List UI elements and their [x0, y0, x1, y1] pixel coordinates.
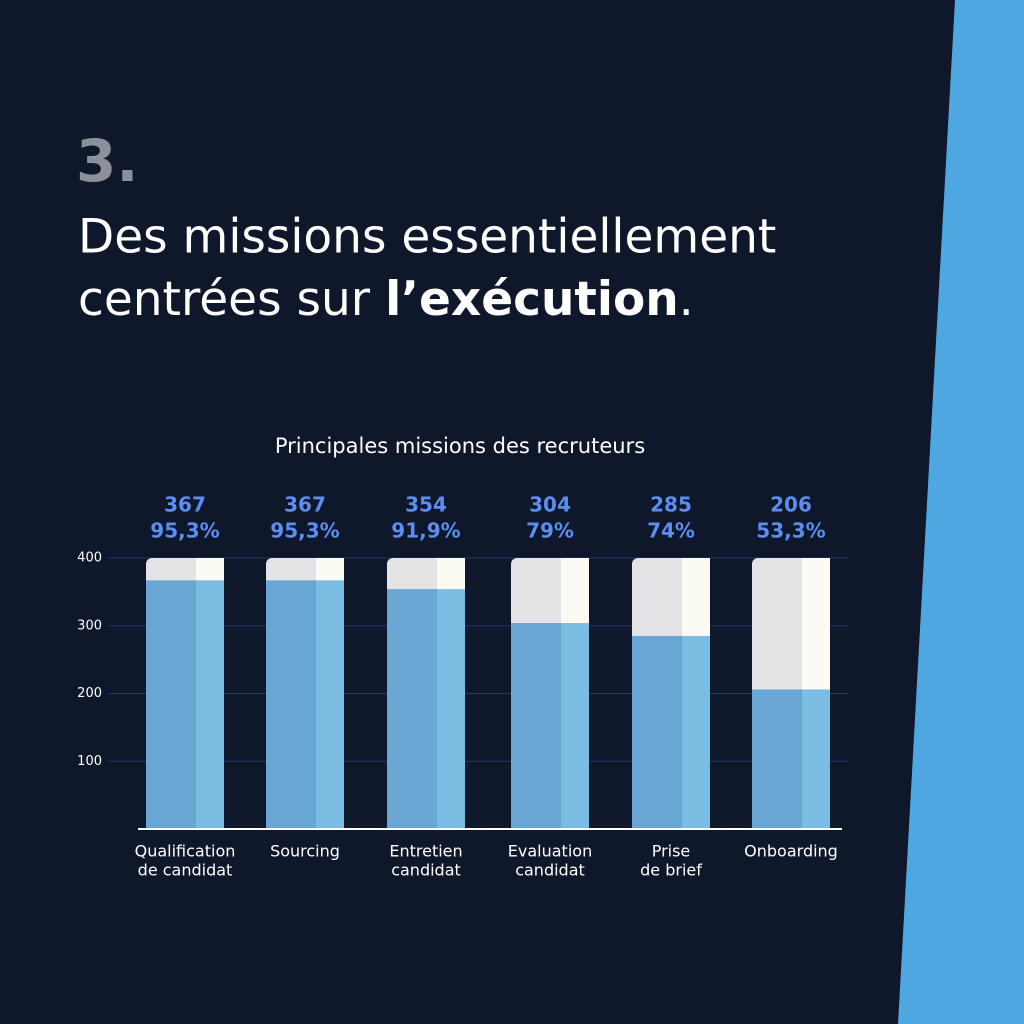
bar-part	[632, 635, 682, 829]
bar-part	[266, 580, 316, 829]
headline-part: centrées sur	[78, 272, 385, 327]
value-label: 304	[529, 493, 571, 517]
x-tick-label: Onboarding	[744, 842, 838, 861]
share-label: 91,9%	[391, 519, 460, 543]
x-tick-label: Entretien	[389, 842, 462, 861]
y-tick-label: 300	[77, 618, 102, 633]
value-label: 285	[650, 493, 692, 517]
bar	[511, 623, 589, 829]
bar	[266, 580, 344, 829]
bar-part	[752, 689, 802, 829]
bar-part	[146, 580, 196, 829]
value-label: 367	[284, 493, 326, 517]
x-tick-label: de brief	[640, 861, 702, 880]
share-label: 95,3%	[150, 519, 219, 543]
bar-part	[682, 635, 710, 829]
bar	[387, 589, 465, 829]
bar	[632, 635, 710, 829]
bar-part	[196, 580, 224, 829]
accent-band	[898, 0, 1024, 1024]
x-tick-label: Sourcing	[270, 842, 340, 861]
y-tick-label: 200	[77, 686, 102, 701]
bar-part	[802, 689, 830, 829]
chart-title: Principales missions des recruteurs	[275, 434, 645, 458]
bar-part	[387, 589, 437, 829]
x-tick-label: de candidat	[138, 861, 233, 880]
bar-part	[316, 580, 344, 829]
x-tick-label: Evaluation	[508, 842, 592, 861]
y-tick-label: 100	[77, 754, 102, 769]
y-tick-label: 400	[77, 551, 102, 566]
share-label: 74%	[647, 519, 695, 543]
value-label: 354	[405, 493, 447, 517]
bar	[752, 689, 830, 829]
headline: Des missions essentiellement	[78, 210, 776, 265]
section-number: 3.	[76, 127, 138, 195]
headline-part: .	[679, 272, 694, 327]
bar	[146, 580, 224, 829]
value-label: 206	[770, 493, 812, 517]
x-tick-label: candidat	[515, 861, 585, 880]
share-label: 53,3%	[756, 519, 825, 543]
share-label: 79%	[526, 519, 574, 543]
x-tick-label: candidat	[391, 861, 461, 880]
bar-part	[511, 623, 561, 829]
value-label: 367	[164, 493, 206, 517]
share-label: 95,3%	[270, 519, 339, 543]
x-tick-label: Prise	[652, 842, 691, 861]
bar-part	[437, 589, 465, 829]
x-tick-label: Qualification	[135, 842, 236, 861]
headline: centrées sur l’exécution.	[78, 272, 694, 327]
bar-part	[561, 623, 589, 829]
headline-emphasis: l’exécution	[385, 272, 679, 327]
